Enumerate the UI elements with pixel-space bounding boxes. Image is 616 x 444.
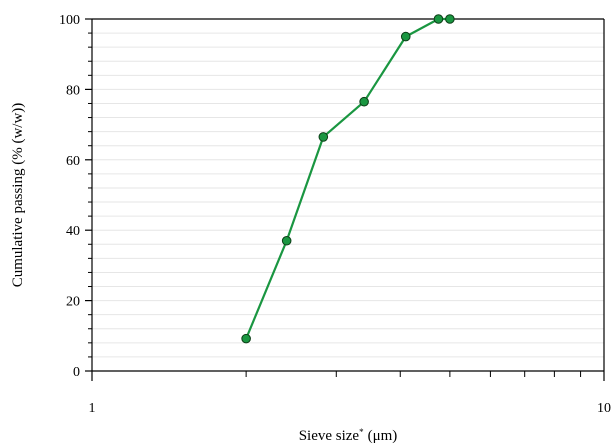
- x-axis-title-text: Sieve size: [299, 428, 360, 444]
- y-axis-title: Cumulative passing (% (w/w)): [10, 103, 26, 288]
- y-tick-label: 20: [66, 295, 80, 310]
- data-point: [433, 14, 444, 24]
- series-line: [245, 17, 450, 340]
- data-point: [318, 132, 329, 142]
- x-axis-title-unit: (μm): [368, 428, 398, 444]
- axes: 0 20 40 60 80 100 1 10: [59, 13, 611, 416]
- series-layer: [241, 14, 455, 344]
- data-point: [400, 31, 411, 42]
- y-tick-label: 80: [66, 83, 80, 98]
- y-tick-label: 60: [66, 154, 80, 169]
- x-axis-title: Sieve size* (μm): [299, 427, 398, 444]
- y-tick-label: 0: [73, 365, 80, 380]
- y-tick-label: 100: [59, 13, 80, 28]
- x-tick-label: 1: [89, 401, 96, 416]
- grid-layer: [92, 32, 604, 358]
- x-axis-title-superscript: *: [359, 427, 364, 437]
- y-tick-label: 40: [66, 224, 80, 239]
- data-point: [241, 333, 251, 344]
- data-point: [281, 235, 292, 246]
- x-tick-label: 10: [597, 401, 611, 416]
- data-point: [359, 96, 369, 107]
- data-point: [445, 14, 455, 24]
